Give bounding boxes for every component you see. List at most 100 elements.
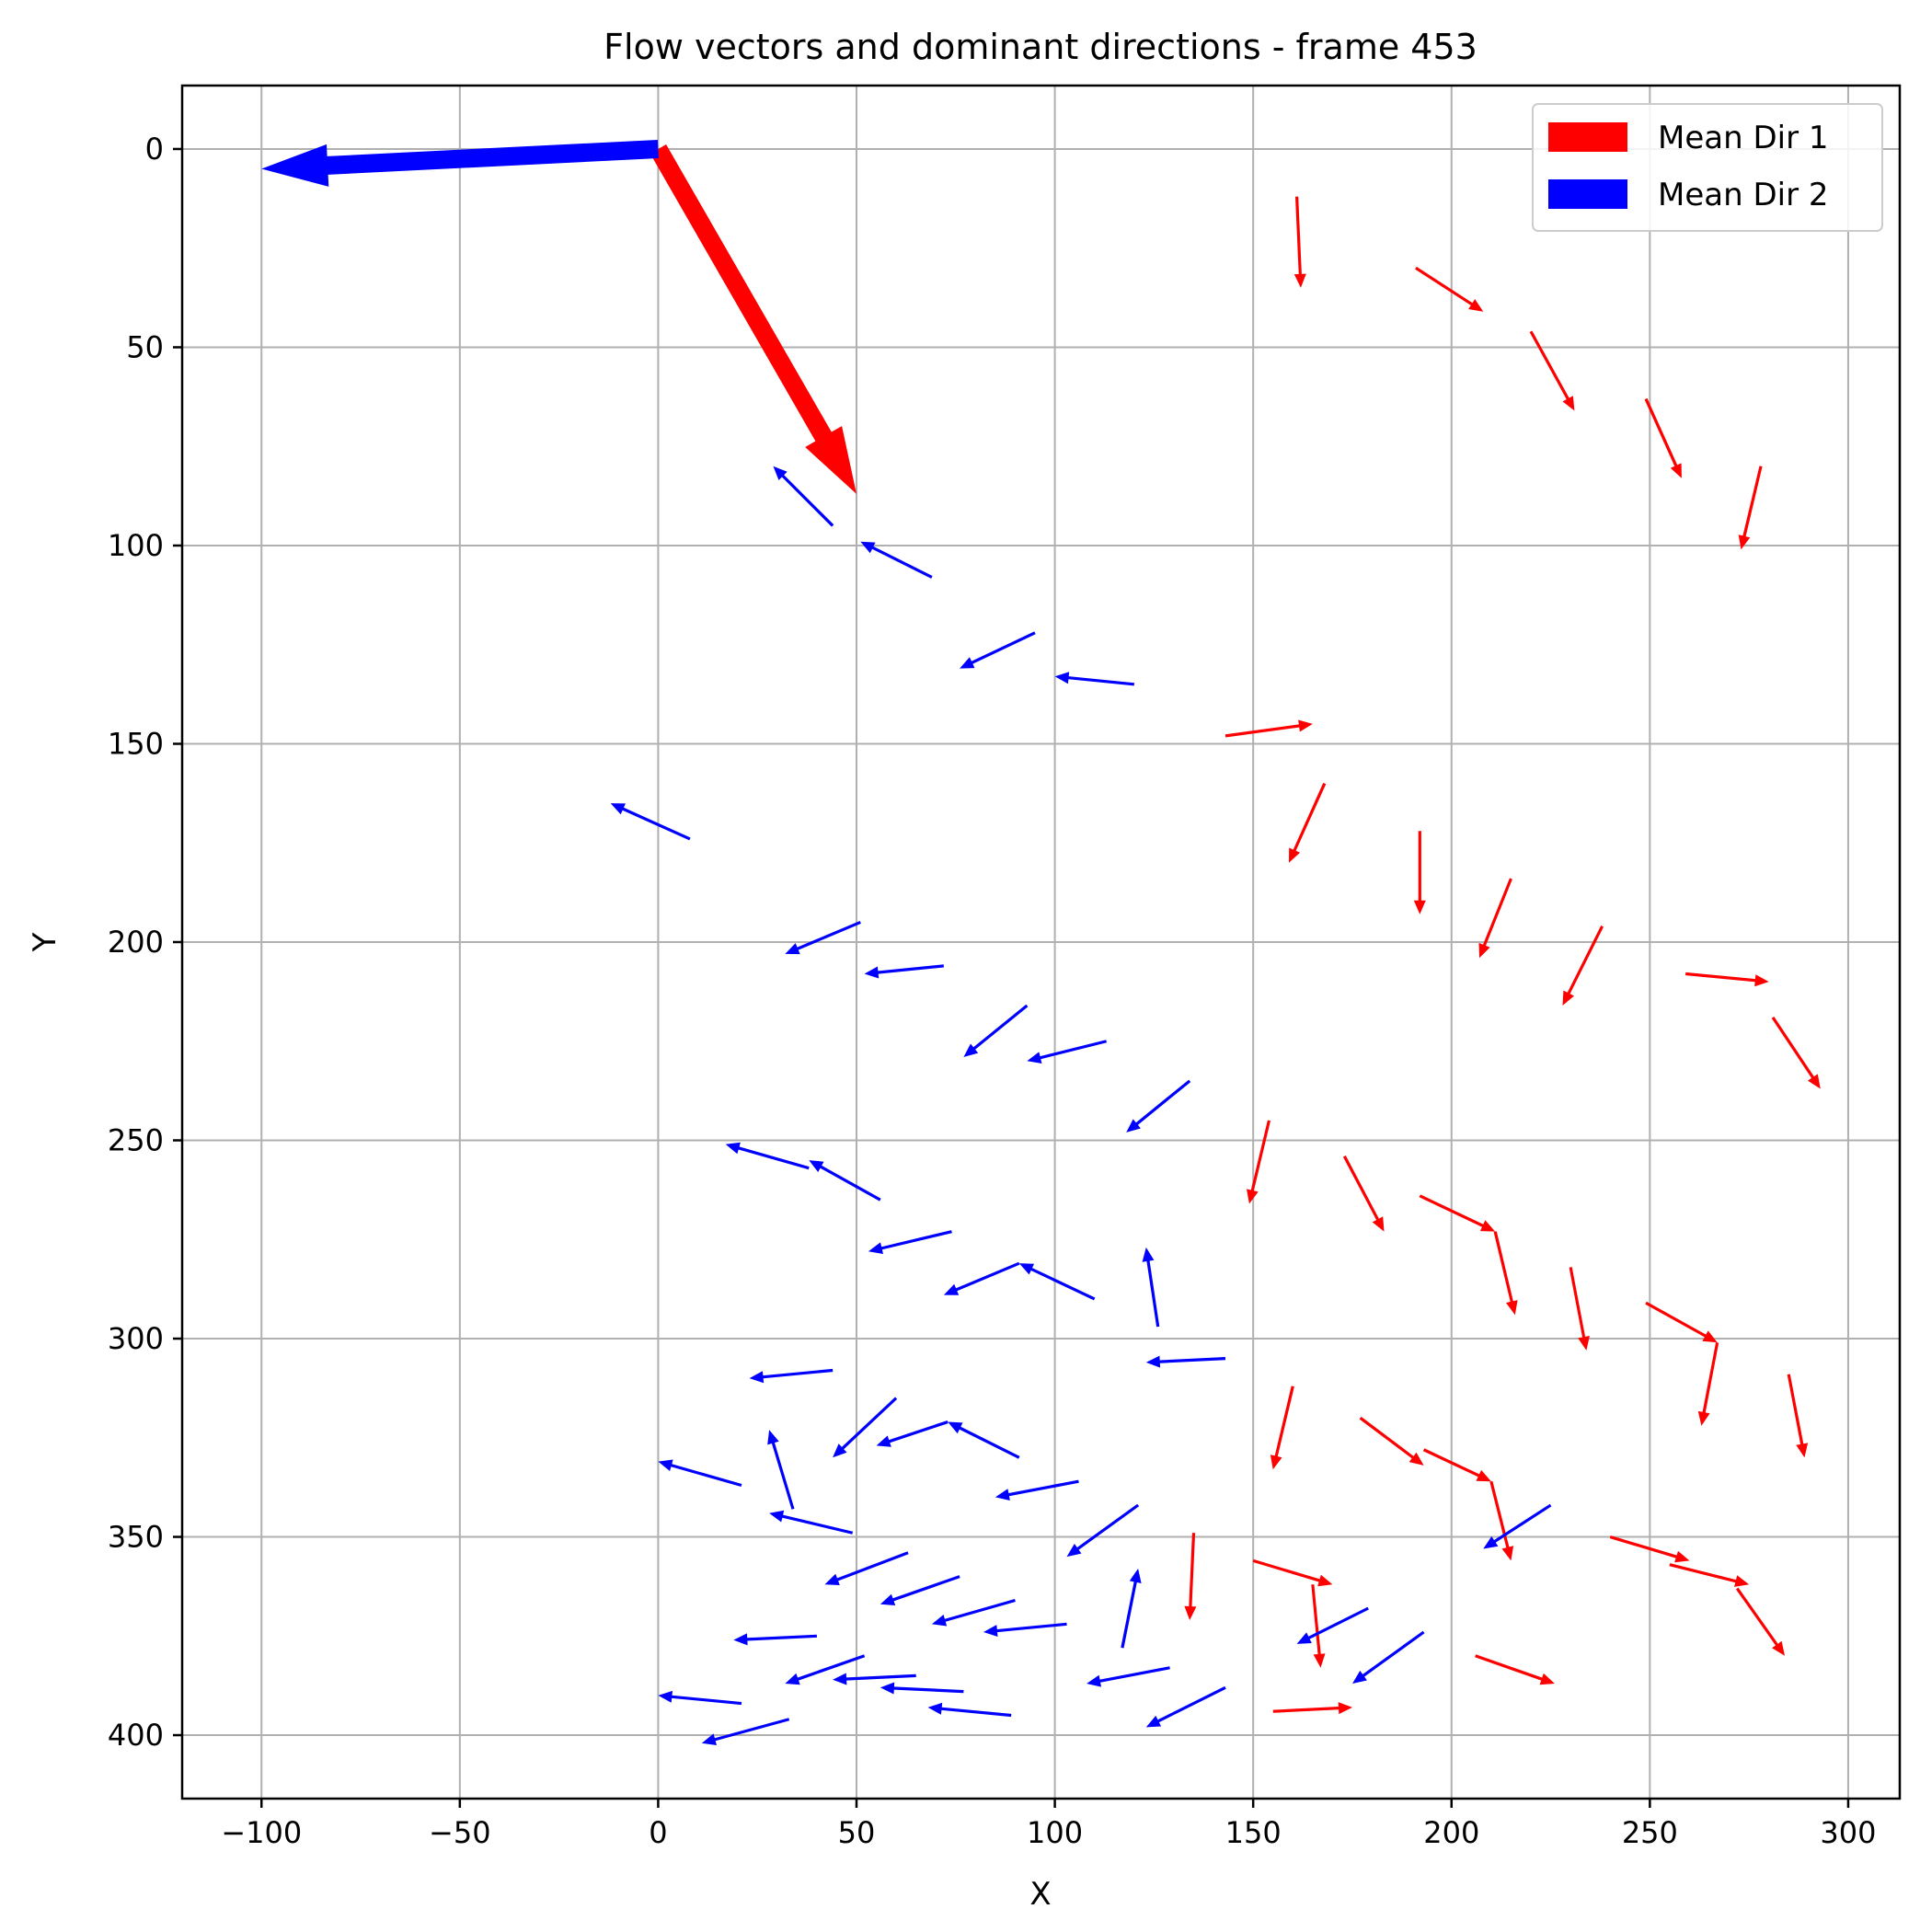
flow-vector-mean-dir-2 <box>983 1622 1067 1637</box>
flow-vector-mean-dir-2 <box>809 1160 881 1202</box>
flow-vector-mean-dir-1 <box>1184 1533 1197 1620</box>
x-tick-label: 250 <box>1622 1815 1678 1850</box>
flow-vector-mean-dir-1 <box>1359 1416 1424 1466</box>
legend-swatch-mean-dir-2 <box>1548 179 1627 209</box>
flow-vector-mean-dir-2 <box>1066 1503 1140 1558</box>
plot-frame <box>180 84 1902 1800</box>
y-tick-label: 50 <box>126 329 164 364</box>
flow-vector-mean-dir-2 <box>1054 672 1134 686</box>
x-axis-label: X <box>1029 1876 1051 1913</box>
flow-vector-mean-dir-2 <box>833 1673 916 1685</box>
flow-vector-mean-dir-2 <box>1483 1503 1552 1549</box>
flow-vector-mean-dir-1 <box>1609 1535 1690 1563</box>
flow-vector-mean-dir-1 <box>1422 1448 1491 1482</box>
y-axis: 0 50 100 150 200 250 300 350 400 <box>108 132 182 1753</box>
y-tick-label: 100 <box>108 528 164 563</box>
grid <box>182 86 1900 1799</box>
flow-vector-mean-dir-1 <box>1735 1587 1785 1656</box>
flow-vector-mean-dir-1 <box>1738 466 1763 550</box>
flow-vector-mean-dir-1 <box>1493 1231 1518 1316</box>
flow-vector-mean-dir-2 <box>948 1421 1020 1459</box>
flow-vector-mean-dir-2 <box>773 466 834 527</box>
flow-vector-mean-dir-2 <box>931 1599 1016 1627</box>
flow-vector-mean-dir-2 <box>1027 1040 1107 1064</box>
y-tick-label: 300 <box>108 1321 164 1356</box>
flow-vector-mean-dir-1 <box>1562 926 1604 1006</box>
y-tick-label: 0 <box>145 132 164 167</box>
flow-vector-mean-dir-2 <box>701 1718 790 1745</box>
flow-vector-mean-dir-1 <box>1252 1558 1333 1587</box>
y-axis-label: Y <box>27 932 63 952</box>
flow-vector-mean-dir-1 <box>1475 1654 1555 1685</box>
flow-vector-mean-dir-1 <box>1419 1194 1496 1232</box>
flow-vector-mean-dir-1 <box>1413 831 1426 914</box>
flow-vector-mean-dir-1 <box>1569 1267 1590 1351</box>
flow-vector-mean-dir-1 <box>1685 972 1769 987</box>
flow-vector-mean-dir-1 <box>1272 1702 1352 1715</box>
flow-vector-mean-dir-1 <box>1644 397 1682 478</box>
x-tick-label: 0 <box>649 1815 667 1850</box>
flow-vector-mean-dir-2 <box>994 1479 1079 1501</box>
y-tick-label: 200 <box>108 925 164 960</box>
mean-direction-arrows <box>261 140 857 494</box>
flow-vector-mean-dir-2 <box>1086 1666 1170 1687</box>
flow-vector-mean-dir-2 <box>725 1142 810 1170</box>
legend-swatch-mean-dir-1 <box>1548 122 1627 152</box>
chart-title: Flow vectors and dominant directions - f… <box>604 27 1477 67</box>
flow-vector-mean-dir-2 <box>963 1004 1029 1057</box>
flow-vector-mean-dir-2 <box>864 964 944 979</box>
legend-label-mean-dir-1: Mean Dir 1 <box>1658 120 1829 156</box>
flow-vector-mean-dir-2 <box>1121 1569 1142 1649</box>
flow-vector-mean-dir-2 <box>1126 1079 1191 1133</box>
flow-vector-mean-dir-1 <box>1771 1017 1821 1089</box>
legend-label-mean-dir-2: Mean Dir 2 <box>1658 177 1829 213</box>
flow-vector-mean-dir-1 <box>1311 1584 1326 1668</box>
flow-vector-mean-dir-2 <box>880 1682 964 1695</box>
flow-vector-mean-dir-2 <box>876 1420 949 1447</box>
flow-vector-mean-dir-1 <box>1478 878 1512 959</box>
flow-vector-mean-dir-1 <box>1293 196 1306 288</box>
flow-vector-mean-dir-2 <box>880 1575 960 1605</box>
mean-direction-arrow-mean-dir-2 <box>261 140 659 187</box>
x-tick-label: 150 <box>1225 1815 1282 1850</box>
legend: Mean Dir 1 Mean Dir 2 <box>1532 103 1883 232</box>
flow-vector-mean-dir-2 <box>1296 1606 1369 1644</box>
y-tick-label: 350 <box>108 1520 164 1555</box>
flow-vector-mean-dir-1 <box>1415 266 1484 312</box>
x-tick-label: 200 <box>1423 1815 1479 1850</box>
flow-vector-mean-dir-1 <box>1289 782 1327 863</box>
flow-vector-mean-dir-2 <box>868 1230 952 1254</box>
mean-direction-arrow-mean-dir-1 <box>650 144 857 494</box>
flow-vector-mean-dir-1 <box>1669 1563 1750 1587</box>
x-axis: −100 −50 0 50 100 150 200 250 300 <box>221 1799 1876 1850</box>
flow-vector-mean-dir-2 <box>860 541 933 579</box>
flow-vector-mean-dir-2 <box>610 803 691 841</box>
y-tick-label: 400 <box>108 1718 164 1753</box>
flow-vector-mean-dir-1 <box>1787 1374 1809 1458</box>
flow-vector-mean-dir-2 <box>824 1551 909 1585</box>
x-tick-label: 300 <box>1820 1815 1876 1850</box>
flow-vectors <box>610 196 1821 1745</box>
y-tick-label: 250 <box>108 1123 164 1158</box>
flow-vector-mean-dir-2 <box>785 921 861 955</box>
flow-vector-mean-dir-2 <box>960 631 1036 669</box>
x-tick-label: 50 <box>838 1815 876 1850</box>
flow-vector-mean-dir-2 <box>1145 1355 1226 1368</box>
y-tick-label: 150 <box>108 726 164 761</box>
flow-vector-mean-dir-2 <box>1018 1263 1096 1301</box>
flow-vector-mean-dir-2 <box>1142 1247 1160 1328</box>
flow-vector-mean-dir-2 <box>833 1397 898 1458</box>
flow-vector-mean-dir-1 <box>1489 1480 1514 1561</box>
flow-vector-mean-dir-2 <box>749 1368 834 1384</box>
flow-vector-mean-dir-1 <box>1342 1156 1385 1232</box>
flow-vector-mean-dir-2 <box>785 1654 866 1685</box>
flow-vector-mean-dir-2 <box>927 1702 1012 1718</box>
flow-vector-mean-dir-2 <box>1145 1685 1226 1728</box>
flow-vector-mean-dir-1 <box>1247 1120 1270 1204</box>
x-tick-label: −100 <box>221 1815 302 1850</box>
flow-vector-mean-dir-1 <box>1270 1386 1294 1470</box>
flow-vector-mean-dir-2 <box>658 1459 742 1487</box>
flow-vector-mean-dir-2 <box>943 1261 1020 1295</box>
